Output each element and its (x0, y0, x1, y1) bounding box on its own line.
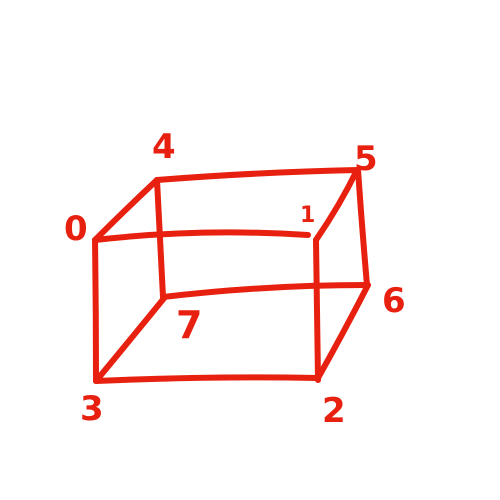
edge-0-1 (92, 229, 311, 243)
edge-0-3 (92, 237, 99, 383)
edge-2-3 (93, 374, 321, 384)
vertex-label-7: 7 (176, 303, 202, 347)
edge-4-7 (154, 177, 166, 300)
edge-1-5 (313, 167, 360, 243)
edge-3-7 (93, 294, 168, 384)
vertex-label-4: 4 (152, 127, 176, 167)
edge-1-2 (313, 237, 321, 383)
vertex-label-5: 5 (354, 139, 378, 179)
vertex-label-0: 0 (64, 209, 88, 249)
cube-edges (92, 167, 371, 384)
edge-2-6 (315, 282, 371, 381)
edge-6-7 (160, 282, 371, 300)
edge-4-5 (154, 167, 361, 183)
vertex-label-3: 3 (80, 389, 104, 429)
vertex-labels: 4 5 1 0 6 7 3 2 (64, 127, 406, 431)
vertex-label-2: 2 (322, 391, 346, 431)
vertex-label-1: 1 (300, 203, 315, 228)
vertex-label-6: 6 (382, 281, 406, 321)
edge-5-6 (355, 167, 370, 288)
edge-0-4 (92, 177, 160, 243)
